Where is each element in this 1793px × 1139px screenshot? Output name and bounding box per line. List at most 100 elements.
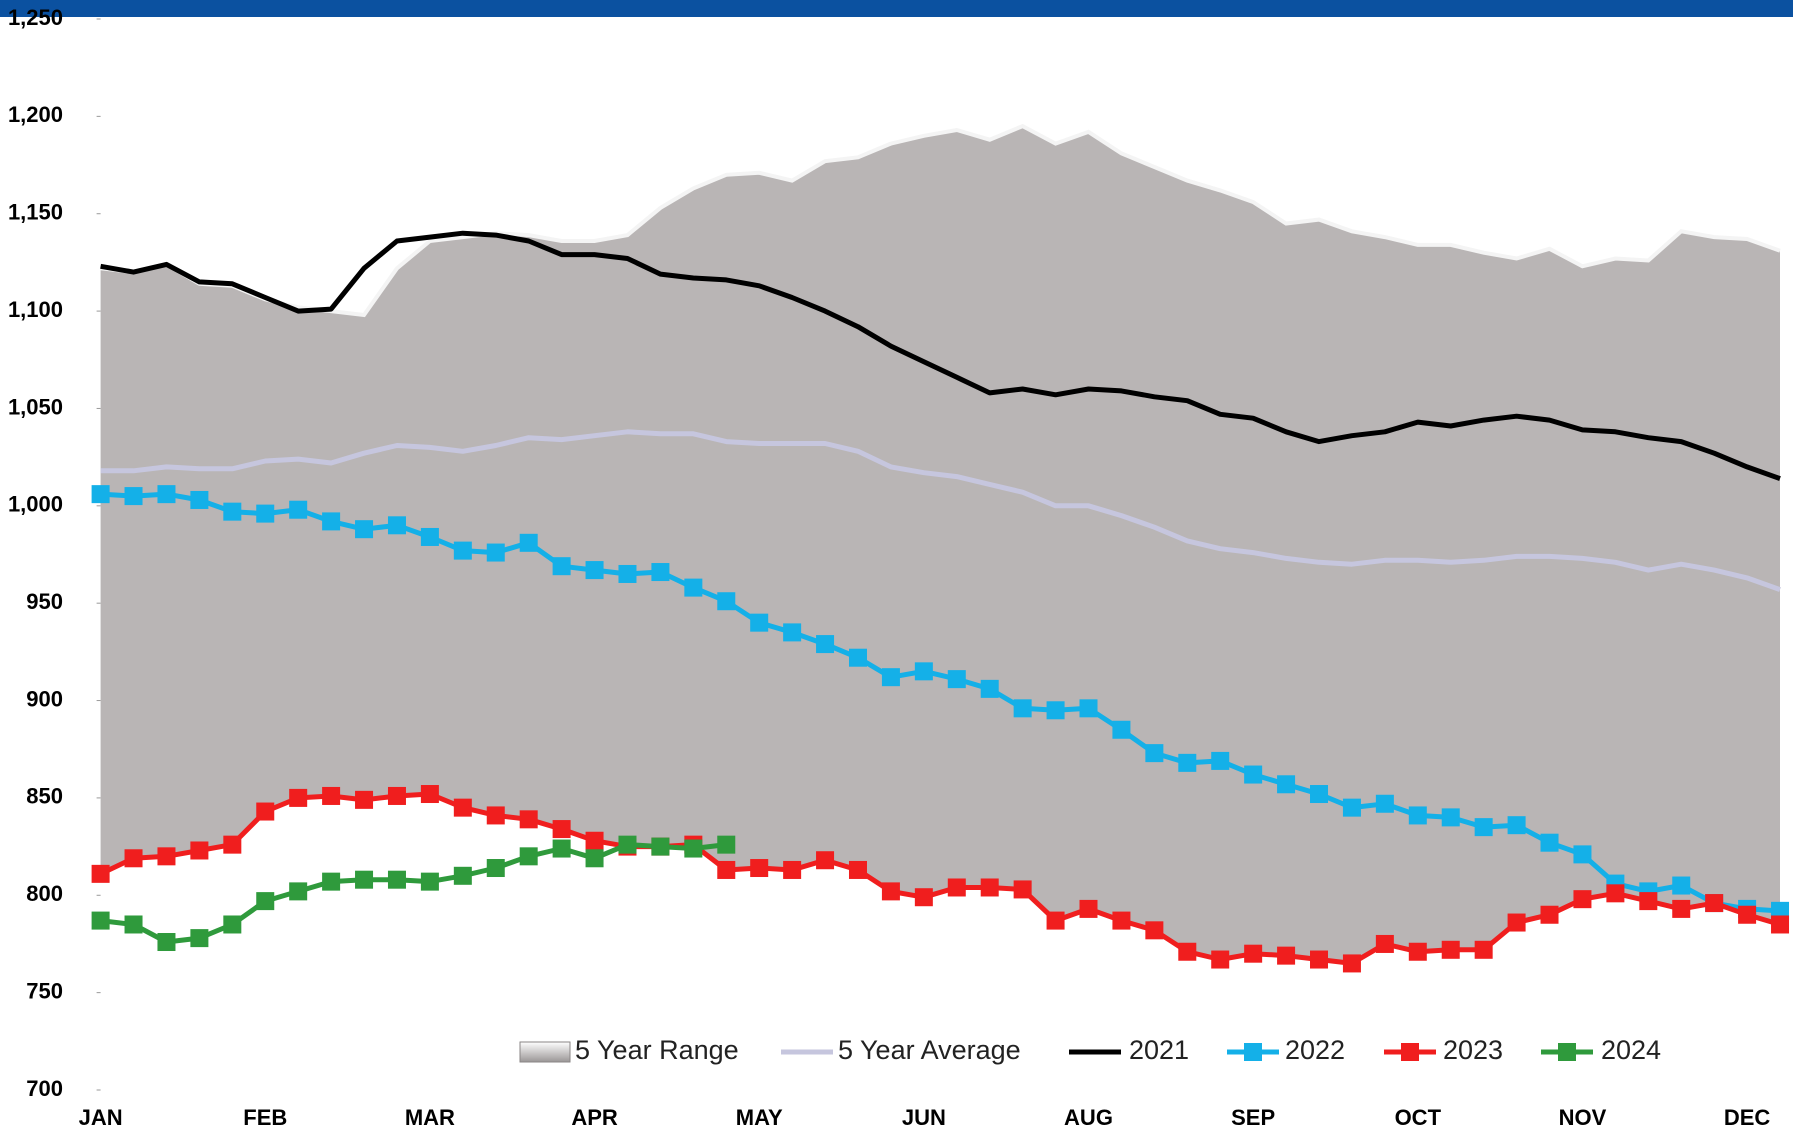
marker [322,512,341,531]
marker [750,859,769,878]
marker [848,648,867,667]
marker [980,679,999,698]
marker [1672,876,1691,895]
marker [289,882,308,901]
marker [289,500,308,519]
marker [1507,816,1526,835]
marker [783,860,802,879]
marker [1408,806,1427,825]
marker [519,847,538,866]
marker [453,866,472,885]
marker [355,870,374,889]
marker [717,592,736,611]
marker [1310,950,1329,969]
marker [1507,913,1526,932]
marker [585,831,604,850]
marker [1375,794,1394,813]
legend-label: 2024 [1601,1035,1661,1065]
marker [124,849,143,868]
marker [1277,775,1296,794]
marker [1178,753,1197,772]
y-tick-label: 750 [26,978,63,1003]
marker [1211,751,1230,770]
marker [519,533,538,552]
marker [1474,818,1493,837]
y-tick-label: 1,250 [8,5,63,30]
marker [1606,884,1625,903]
marker [387,870,406,889]
marker [1112,720,1131,739]
y-tick-label: 850 [26,784,63,809]
marker [355,790,374,809]
x-tick-label: NOV [1559,1105,1607,1130]
marker [91,911,110,930]
x-tick-label: MAR [405,1105,455,1130]
x-tick-label: SEP [1231,1105,1275,1130]
marker [387,786,406,805]
marker [223,835,242,854]
x-tick-label: JAN [79,1105,123,1130]
marker [1738,905,1757,924]
marker [1079,699,1098,718]
marker [453,798,472,817]
marker [1705,894,1724,913]
legend-label: 2022 [1285,1035,1345,1065]
marker [256,802,275,821]
marker [1079,899,1098,918]
marker [914,888,933,907]
marker [1178,942,1197,961]
marker [322,872,341,891]
marker [486,859,505,878]
marker [848,860,867,879]
marker [1013,699,1032,718]
x-tick-label: APR [571,1105,618,1130]
marker [1573,845,1592,864]
marker [651,837,670,856]
marker [1244,944,1263,963]
marker [91,485,110,504]
marker [190,841,209,860]
marker [1013,880,1032,899]
marker [256,504,275,523]
marker [486,543,505,562]
marker [1112,911,1131,930]
marker [1474,940,1493,959]
marker [1408,942,1427,961]
marker [1277,946,1296,965]
y-tick-label: 1,200 [8,102,63,127]
marker [585,849,604,868]
marker [519,810,538,829]
range-top-edge [100,123,1781,318]
marker [816,851,835,870]
marker [322,786,341,805]
x-tick-label: DEC [1724,1105,1771,1130]
legend-marker [1401,1043,1419,1061]
y-tick-label: 1,000 [8,492,63,517]
marker [1441,940,1460,959]
marker [881,882,900,901]
marker [157,847,176,866]
marker [618,564,637,583]
marker [1310,785,1329,804]
marker [651,563,670,582]
marker [881,668,900,687]
marker [1046,911,1065,930]
marker [684,839,703,858]
marker [223,502,242,521]
marker [1441,808,1460,827]
marker [1342,954,1361,973]
marker [1771,901,1790,920]
legend-marker [1558,1043,1576,1061]
series-line [100,429,1781,592]
y-tick-label: 900 [26,686,63,711]
marker [91,864,110,883]
marker [486,806,505,825]
marker [1145,921,1164,940]
series-line [100,491,1781,914]
marker [717,860,736,879]
marker [420,872,439,891]
marker [816,635,835,654]
marker [1145,744,1164,763]
marker [1244,765,1263,784]
